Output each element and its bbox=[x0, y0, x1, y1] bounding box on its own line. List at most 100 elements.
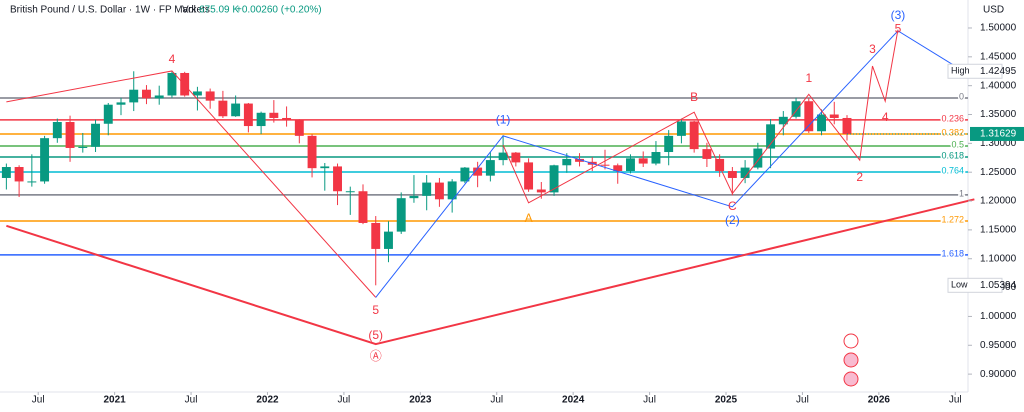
candle-body bbox=[409, 195, 419, 199]
wave-label: (5) bbox=[368, 328, 383, 342]
wave-label: 5 bbox=[372, 303, 379, 317]
candle-body bbox=[294, 119, 304, 136]
fib-label: 0.382 bbox=[941, 127, 964, 137]
candle-body bbox=[396, 198, 406, 232]
candle-body bbox=[205, 91, 215, 101]
candle-body bbox=[91, 123, 100, 147]
wave-label: 3 bbox=[869, 42, 876, 56]
price-change: +0.00260 (+0.20%) bbox=[236, 5, 322, 16]
x-tick-label: 2022 bbox=[256, 395, 279, 406]
y-tick-label: 1.40000 bbox=[980, 80, 1017, 91]
fib-label: 0.236 bbox=[941, 113, 964, 123]
wave-label: 5 bbox=[895, 21, 902, 35]
candle-body bbox=[333, 166, 342, 192]
candle-body bbox=[1, 167, 11, 178]
candle-body bbox=[447, 181, 457, 200]
volume-value: 675.09 K bbox=[199, 5, 239, 16]
candle-body bbox=[231, 103, 241, 117]
wave-label: A bbox=[525, 211, 533, 225]
candle-body bbox=[664, 135, 674, 153]
low-marker-label: Low bbox=[951, 280, 968, 290]
wave-label: B bbox=[690, 90, 698, 104]
fib-label: 1.272 bbox=[941, 214, 964, 224]
candle-body bbox=[715, 158, 725, 172]
y-tick-label: 1.20000 bbox=[980, 196, 1017, 207]
y-tick-label: 1.15000 bbox=[980, 225, 1017, 236]
candle-body bbox=[192, 91, 202, 96]
wave-label: Ⓐ bbox=[370, 349, 382, 363]
wave-label: 4 bbox=[882, 110, 889, 124]
y-tick-label: 1.00000 bbox=[980, 311, 1017, 322]
candle-body bbox=[282, 117, 292, 120]
candle-body bbox=[740, 167, 750, 178]
x-tick-label: Jul bbox=[32, 395, 45, 406]
symbol-title: British Pound / U.S. Dollar · 1W · FP Ma… bbox=[10, 5, 210, 16]
candle-body bbox=[243, 103, 253, 127]
event-icon[interactable] bbox=[843, 333, 859, 349]
candle-body bbox=[473, 167, 483, 176]
candle-body bbox=[485, 160, 495, 176]
volume-label: Vol bbox=[182, 5, 196, 16]
candle-body bbox=[549, 165, 559, 193]
high-marker-value: 1.42495 bbox=[980, 66, 1017, 77]
fib-label: 0.5 bbox=[951, 139, 964, 149]
x-tick-label: 2021 bbox=[104, 395, 127, 406]
candle-body bbox=[676, 121, 686, 136]
candle-body bbox=[791, 101, 801, 117]
candle-body bbox=[626, 158, 635, 172]
candle-body bbox=[180, 72, 190, 96]
event-icon[interactable] bbox=[843, 371, 859, 387]
wave-label: 4 bbox=[169, 52, 176, 66]
overlay: British Pound / U.S. Dollar · 1W · FP Ma… bbox=[10, 5, 1004, 387]
x-tick-label: 2024 bbox=[562, 395, 585, 406]
wave-line bbox=[375, 30, 962, 298]
fib-label: 0 bbox=[959, 91, 964, 101]
x-tick-label: Jul bbox=[949, 395, 962, 406]
y-tick-label: 1.35000 bbox=[980, 109, 1017, 120]
candle-body bbox=[129, 89, 139, 103]
last-price-box bbox=[970, 126, 1024, 141]
wave-line bbox=[6, 70, 377, 298]
candle-body bbox=[434, 182, 444, 200]
wave-label: (3) bbox=[891, 8, 906, 22]
candle-body bbox=[702, 149, 712, 159]
x-tick-label: Jul bbox=[643, 395, 656, 406]
candle-body bbox=[307, 135, 317, 169]
candle-body bbox=[829, 114, 839, 118]
candle-body bbox=[524, 162, 534, 190]
candle-body bbox=[65, 122, 75, 148]
high-marker-box bbox=[947, 63, 1003, 79]
candle-body bbox=[269, 112, 279, 118]
y-tick-label: 1.45000 bbox=[980, 51, 1017, 62]
x-tick-label: 2023 bbox=[409, 395, 432, 406]
candle-body bbox=[154, 95, 164, 99]
candle-body bbox=[103, 104, 113, 124]
candle-body bbox=[842, 117, 852, 134]
candle-body bbox=[536, 189, 546, 193]
wave-label: (1) bbox=[496, 112, 511, 126]
candle-body bbox=[384, 231, 393, 249]
x-tick-label: Jul bbox=[490, 395, 503, 406]
candle-body bbox=[753, 148, 763, 168]
wave-label: 1 bbox=[805, 71, 812, 85]
y-tick-label: 1.30000 bbox=[980, 138, 1017, 149]
low-marker-value: 1.05394 bbox=[980, 280, 1017, 291]
plot-area: 0 0.236 0.382 0.50.618 0.764 1 1.272 1.618 4 5 (5)… bbox=[0, 8, 975, 363]
candle-body bbox=[345, 191, 355, 193]
candle-body bbox=[116, 102, 126, 105]
x-tick-label: Jul bbox=[185, 395, 198, 406]
fib-label: 1.618 bbox=[941, 248, 964, 258]
candle-body bbox=[167, 72, 177, 96]
wave-line bbox=[6, 198, 975, 346]
wave-label: C bbox=[728, 199, 737, 213]
candle-body bbox=[778, 116, 788, 125]
wave-label: (2) bbox=[725, 213, 740, 227]
last-price-label: 1.31629 bbox=[980, 129, 1017, 140]
candle-body bbox=[638, 158, 648, 164]
x-tick-label: 2026 bbox=[868, 395, 891, 406]
candle-body bbox=[320, 166, 330, 169]
event-icon[interactable] bbox=[843, 352, 859, 368]
